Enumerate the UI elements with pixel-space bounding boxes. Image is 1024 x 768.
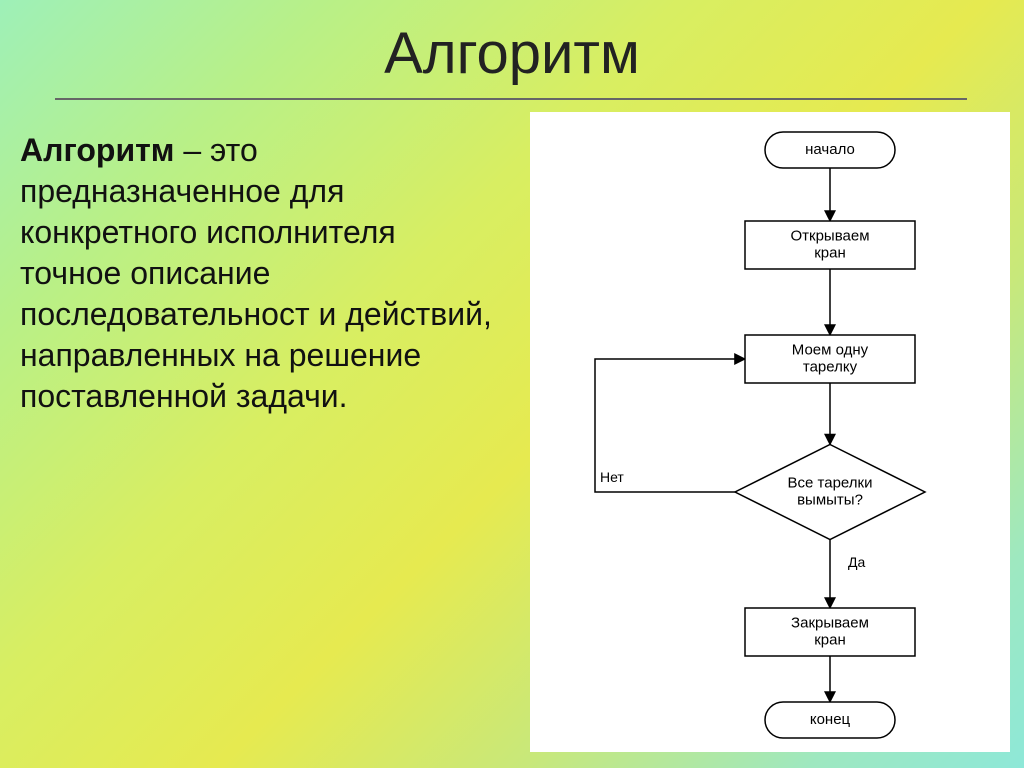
node-label: тарелку [803, 359, 858, 376]
node-label: Моем одну [792, 341, 869, 358]
node-cond: Все тарелкивымыты? [735, 445, 925, 540]
edge-label: Нет [600, 469, 624, 485]
node-label: Закрываем [791, 614, 869, 631]
node-close: Закрываемкран [745, 608, 915, 656]
node-wash: Моем однутарелку [745, 335, 915, 383]
node-end: конец [765, 702, 895, 738]
node-label: кран [814, 245, 846, 262]
definition-text: Алгоритм – это предназначенное для конкр… [20, 130, 500, 417]
edge-label: Да [848, 554, 865, 570]
flowchart-panel: ДаНетначалоОткрываемкранМоем однутарелку… [530, 112, 1010, 752]
node-label: кран [814, 632, 846, 649]
definition-term: Алгоритм [20, 132, 174, 168]
node-label: вымыты? [797, 492, 863, 509]
node-start: начало [765, 132, 895, 168]
title-underline [55, 98, 967, 100]
definition-body: – это предназначенное для конкретного ис… [20, 132, 492, 414]
flowchart-svg: ДаНетначалоОткрываемкранМоем однутарелку… [530, 112, 1010, 752]
slide: Алгоритм Алгоритм – это предназначенное … [0, 0, 1024, 768]
node-label: Все тарелки [788, 474, 873, 491]
node-open: Открываемкран [745, 221, 915, 269]
node-label: конец [810, 711, 851, 728]
node-label: Открываем [790, 227, 869, 244]
node-label: начало [805, 141, 855, 158]
slide-title: Алгоритм [0, 20, 1024, 87]
